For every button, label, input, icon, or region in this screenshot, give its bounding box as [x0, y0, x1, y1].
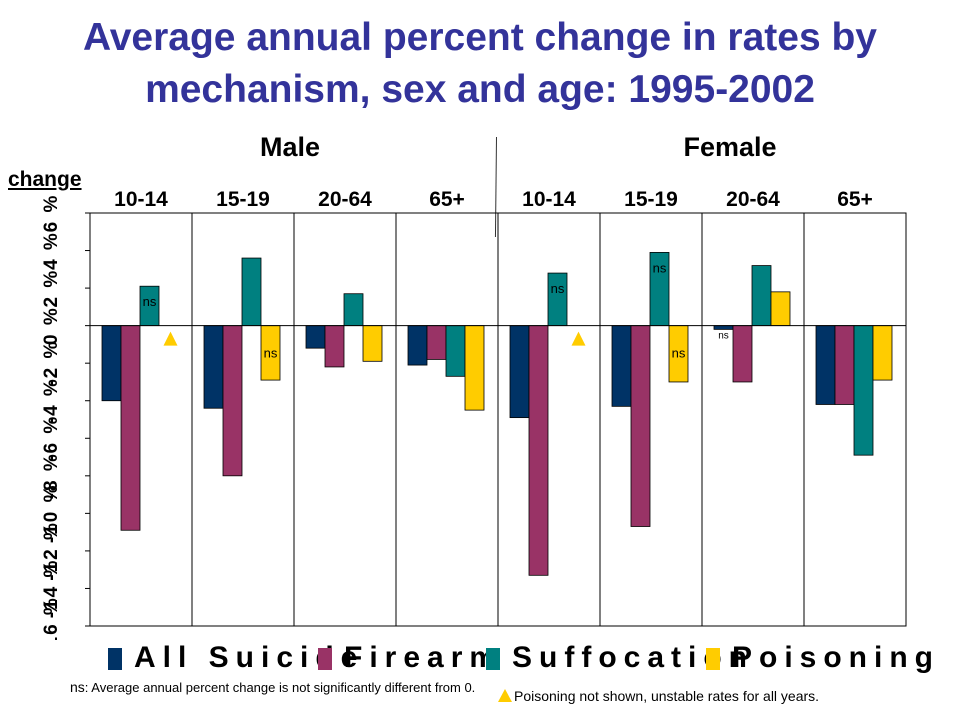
warning-triangle-icon [498, 689, 512, 702]
bar-suffocation-6 [751, 265, 772, 327]
y-tick-label: 4 % [41, 231, 62, 270]
ns-annotation: ns [143, 294, 157, 309]
group-label-male: Male [259, 132, 321, 162]
y-tick-label: -14 % [41, 559, 62, 619]
bar-suffocation-3 [445, 325, 466, 377]
bar-firearm-5 [630, 325, 651, 527]
ns-annotation: ns [264, 346, 278, 361]
bar-chart: 6 %4 %2 %0 %-2 %-4 %-6 %-8 %-10 %-12 %-1… [41, 188, 907, 640]
poisoning-footnote-text: Poisoning not shown, unstable rates for … [514, 688, 820, 704]
bar-firearm-2 [324, 325, 345, 368]
y-tick-label: -12 % [41, 521, 62, 581]
ns-annotation: ns [551, 281, 565, 296]
unstable-marker-icon [163, 331, 178, 346]
bar-firearm-3 [426, 325, 447, 360]
bar-all-suicide-3 [407, 325, 428, 366]
bar-all-suicide-1 [203, 325, 224, 409]
bar-all-suicide-0 [101, 325, 122, 402]
y-axis-title: change [8, 168, 82, 191]
legend: All Suicide Firearm Suffocation Poisonin… [100, 640, 933, 676]
y-tick-label: 0 % [41, 306, 62, 345]
unstable-marker-icon [571, 331, 586, 346]
category-label-female-15-19: 15-19 [624, 188, 678, 211]
bar-poisoning-7 [872, 325, 893, 381]
legend-swatch-firearm [318, 648, 332, 670]
group-label-female: Female [683, 132, 777, 162]
category-label-female-20-64: 20-64 [726, 188, 780, 211]
y-tick-label: -8 % [41, 452, 62, 499]
bar-firearm-4 [528, 325, 549, 576]
bar-all-suicide-4 [509, 325, 530, 419]
y-tick-label: -6 % [41, 415, 62, 462]
category-label-female-10-14: 10-14 [522, 188, 576, 211]
category-label-male-10-14: 10-14 [114, 188, 168, 211]
bar-all-suicide-6 [713, 325, 734, 330]
bar-all-suicide-5 [611, 325, 632, 407]
legend-label-firearm: Firearm [344, 641, 504, 674]
y-tick-label: -16 % [41, 596, 62, 640]
y-tick-label: 2 % [41, 269, 62, 308]
bar-suffocation-2 [343, 293, 364, 327]
y-tick-label: -4 % [41, 377, 62, 424]
bar-poisoning-3 [464, 325, 485, 411]
legend-swatch-all-suicide [108, 648, 122, 670]
legend-label-poisoning: Poisoning [732, 641, 940, 674]
ns-footnote: ns: Average annual percent change is not… [70, 678, 490, 697]
bar-poisoning-6 [770, 291, 791, 327]
bar-firearm-7 [834, 325, 855, 405]
ns-annotation: ns [653, 260, 667, 275]
category-label-male-65: 65+ [429, 188, 465, 211]
bar-all-suicide-7 [815, 325, 836, 405]
bar-firearm-1 [222, 325, 243, 477]
ns-annotation: ns [672, 346, 686, 361]
bar-firearm-6 [732, 325, 753, 383]
category-label-male-15-19: 15-19 [216, 188, 270, 211]
bar-poisoning-2 [362, 325, 383, 362]
chart-title: Average annual percent change in rates b… [83, 16, 877, 111]
legend-swatch-suffocation [486, 648, 500, 670]
ns-footnote-key: ns [70, 679, 85, 695]
bar-all-suicide-2 [305, 325, 326, 349]
ns-footnote-text: : Average annual percent change is not s… [84, 680, 476, 695]
category-label-female-65: 65+ [837, 188, 873, 211]
bar-suffocation-1 [241, 257, 262, 327]
bar-firearm-0 [120, 325, 141, 531]
poisoning-footnote: Poisoning not shown, unstable rates for … [498, 688, 819, 704]
y-tick-label: 6 % [41, 194, 62, 233]
y-tick-label: -10 % [41, 484, 62, 544]
bar-suffocation-7 [853, 325, 874, 456]
y-tick-label: -2 % [41, 340, 62, 387]
category-label-male-20-64: 20-64 [318, 188, 372, 211]
legend-swatch-poisoning [706, 648, 720, 670]
ns-annotation: ns [718, 331, 729, 342]
